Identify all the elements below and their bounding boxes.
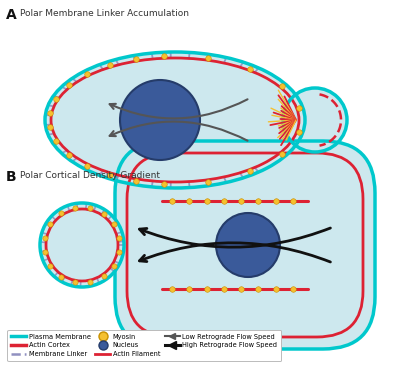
Circle shape bbox=[216, 213, 280, 277]
FancyBboxPatch shape bbox=[115, 141, 375, 349]
Text: Polar Membrane Linker Accumulation: Polar Membrane Linker Accumulation bbox=[20, 9, 189, 18]
Legend: Plasma Membrane, Actin Cortex, Membrane Linker, Myosin, Nucleus, Actin Filament,: Plasma Membrane, Actin Cortex, Membrane … bbox=[7, 330, 281, 361]
Bar bbox=[295, 104, 315, 136]
Ellipse shape bbox=[45, 52, 305, 188]
Circle shape bbox=[120, 80, 200, 160]
Circle shape bbox=[283, 88, 347, 152]
Text: A: A bbox=[6, 8, 17, 22]
Bar bbox=[119, 225, 134, 265]
Text: B: B bbox=[6, 170, 16, 184]
Circle shape bbox=[40, 203, 124, 287]
Text: Polar Cortical Density Gradient: Polar Cortical Density Gradient bbox=[20, 171, 160, 180]
